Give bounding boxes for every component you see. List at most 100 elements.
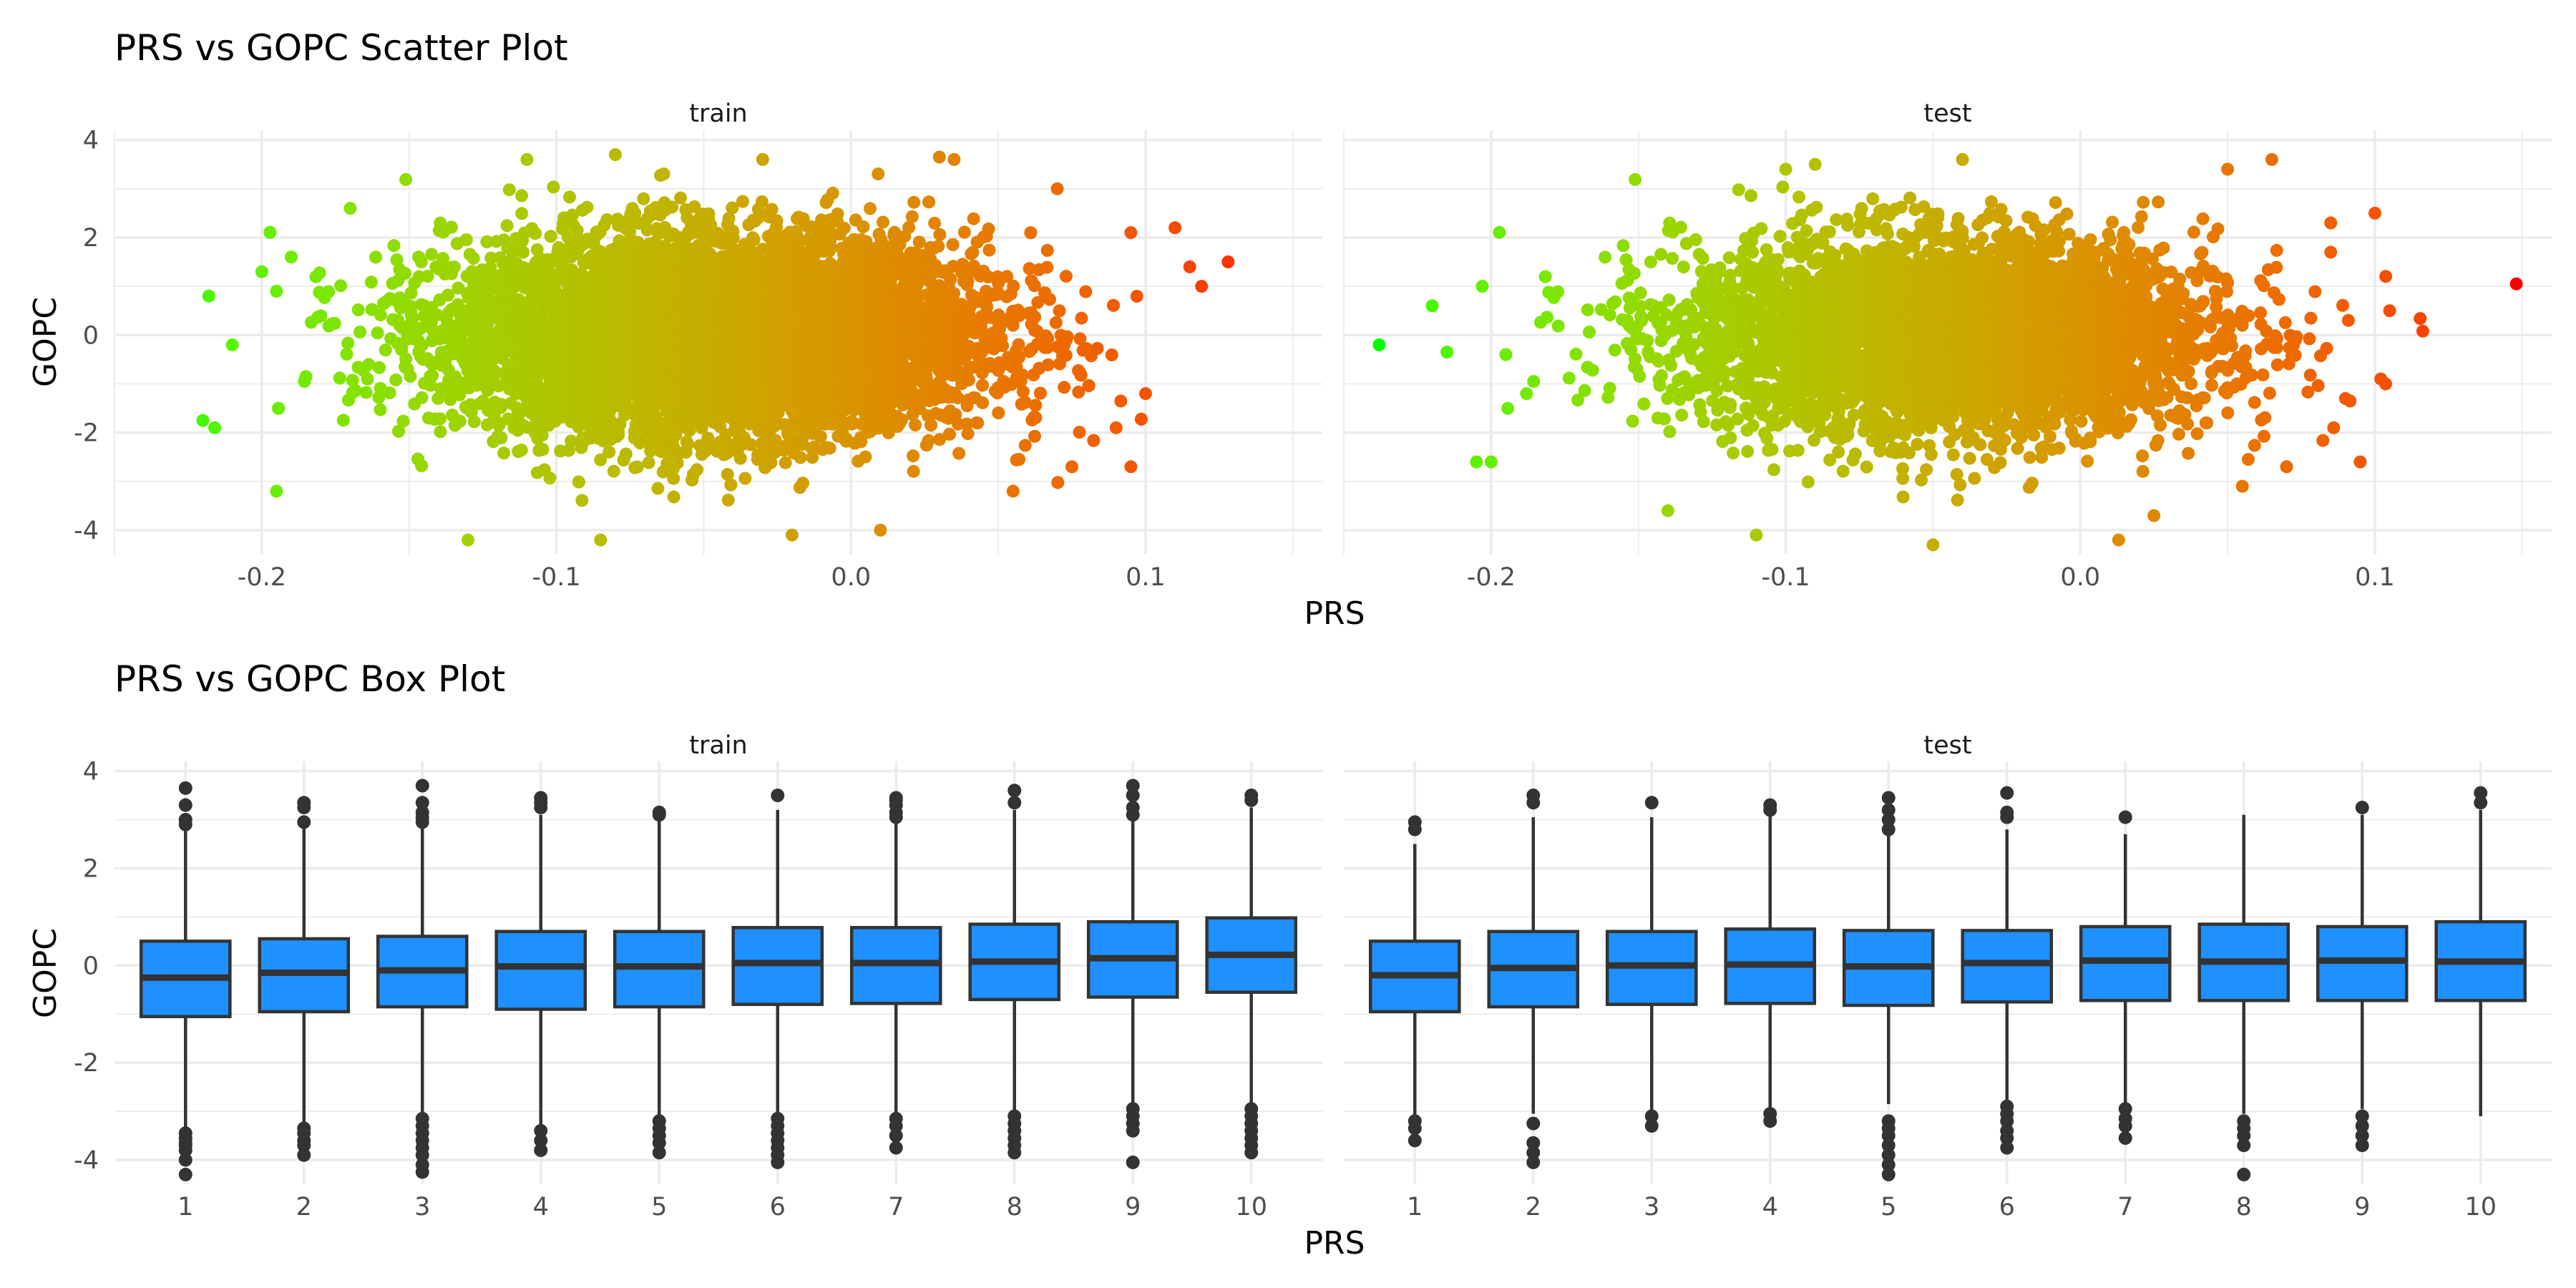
scatter-point [351, 303, 365, 316]
scatter-point [529, 227, 542, 240]
scatter-point [607, 464, 620, 478]
scatter-point [272, 401, 286, 415]
scatter-x-axis-label: PRS [1304, 595, 1365, 632]
scatter-point [426, 369, 439, 382]
scatter-point [263, 225, 277, 239]
scatter-point [721, 493, 735, 507]
scatter-strip-test: test [1923, 99, 1971, 128]
scatter-point [421, 270, 434, 283]
scatter-point [299, 370, 313, 384]
scatter-point [369, 250, 383, 264]
scatter-point [225, 338, 239, 351]
scatter-point [594, 533, 608, 547]
scatter-point [415, 459, 429, 472]
boxplot-y-axis-label: GOPC [27, 928, 64, 1018]
scatter-point [459, 233, 473, 246]
scatter-point [379, 343, 392, 357]
boxplot-strip-test: test [1923, 731, 1971, 760]
scatter-point [336, 414, 350, 427]
scatter-point [353, 326, 367, 338]
scatter-point [572, 475, 585, 489]
scatter-point [196, 414, 210, 427]
scatter-point [255, 265, 268, 278]
boxplot-title: PRS vs GOPC Box Plot [114, 658, 505, 700]
scatter-point [383, 386, 396, 399]
scatter-point [651, 482, 665, 495]
scatter-point [387, 239, 401, 253]
scatter-point [414, 255, 428, 269]
scatter-point [642, 456, 655, 469]
scatter-point [433, 412, 447, 426]
scatter-point [494, 431, 508, 444]
scatter-point [657, 167, 670, 181]
scatter-point [362, 358, 376, 371]
boxplot-strip-train: train [689, 731, 747, 760]
scatter-point [371, 326, 384, 340]
scatter-point [202, 289, 215, 303]
scatter-point [608, 148, 622, 162]
scatter-point [399, 352, 413, 366]
scatter-point [674, 191, 688, 205]
scatter-point [488, 365, 502, 379]
scatter-point [399, 172, 413, 186]
scatter-point [389, 373, 403, 386]
scatter-point [544, 230, 557, 243]
scatter-point [502, 183, 516, 197]
scatter-point [467, 252, 480, 265]
scatter-point [515, 207, 529, 220]
scatter-point [396, 414, 410, 428]
scatter-point [453, 414, 467, 428]
scatter-point [404, 370, 417, 383]
boxplot-x-axis-label: PRS [1304, 1225, 1365, 1262]
scatter-point [602, 445, 616, 459]
scatter-point [328, 317, 341, 330]
scatter-point [637, 192, 650, 205]
scatter-point [398, 267, 411, 280]
scatter-point [444, 220, 458, 234]
scatter-point [630, 460, 644, 474]
scatter-point [322, 285, 336, 298]
scatter-point [441, 288, 455, 302]
scatter-point [667, 490, 680, 504]
scatter-point [681, 437, 695, 451]
scatter-point [536, 443, 550, 457]
scatter-point [520, 152, 534, 166]
scatter-point [580, 200, 594, 214]
scatter-point [334, 279, 348, 293]
scatter-point [415, 391, 429, 404]
scatter-point [436, 252, 450, 265]
scatter-point [492, 379, 505, 393]
scatter-point [314, 309, 328, 323]
scatter-point [575, 494, 589, 507]
scatter-point [424, 379, 437, 392]
scatter-point [374, 403, 387, 416]
scatter-point [467, 415, 481, 429]
scatter-point [517, 245, 530, 259]
scatter-point [570, 224, 584, 238]
scatter-point [270, 484, 283, 498]
scatter-point [702, 207, 716, 220]
scatter-point [484, 261, 497, 275]
scatter-point [726, 231, 740, 245]
scatter-point [543, 472, 557, 485]
scatter-point [458, 338, 472, 351]
scatter-points-train [196, 148, 1235, 547]
scatter-point [404, 286, 418, 300]
scatter-point [464, 405, 478, 419]
scatter-point [514, 444, 528, 457]
scatter-point [346, 374, 359, 387]
scatter-point [500, 219, 514, 233]
scatter-point [563, 190, 576, 204]
scatter-point [515, 189, 528, 203]
scatter-point [667, 472, 680, 485]
scatter-point [547, 180, 560, 194]
scatter-point [494, 398, 508, 411]
scatter-point [691, 463, 703, 477]
scatter-point [415, 338, 429, 352]
scatter-point [333, 371, 346, 385]
scatter-point [530, 376, 544, 390]
scatter-point [425, 248, 439, 261]
scatter-point [340, 347, 353, 361]
